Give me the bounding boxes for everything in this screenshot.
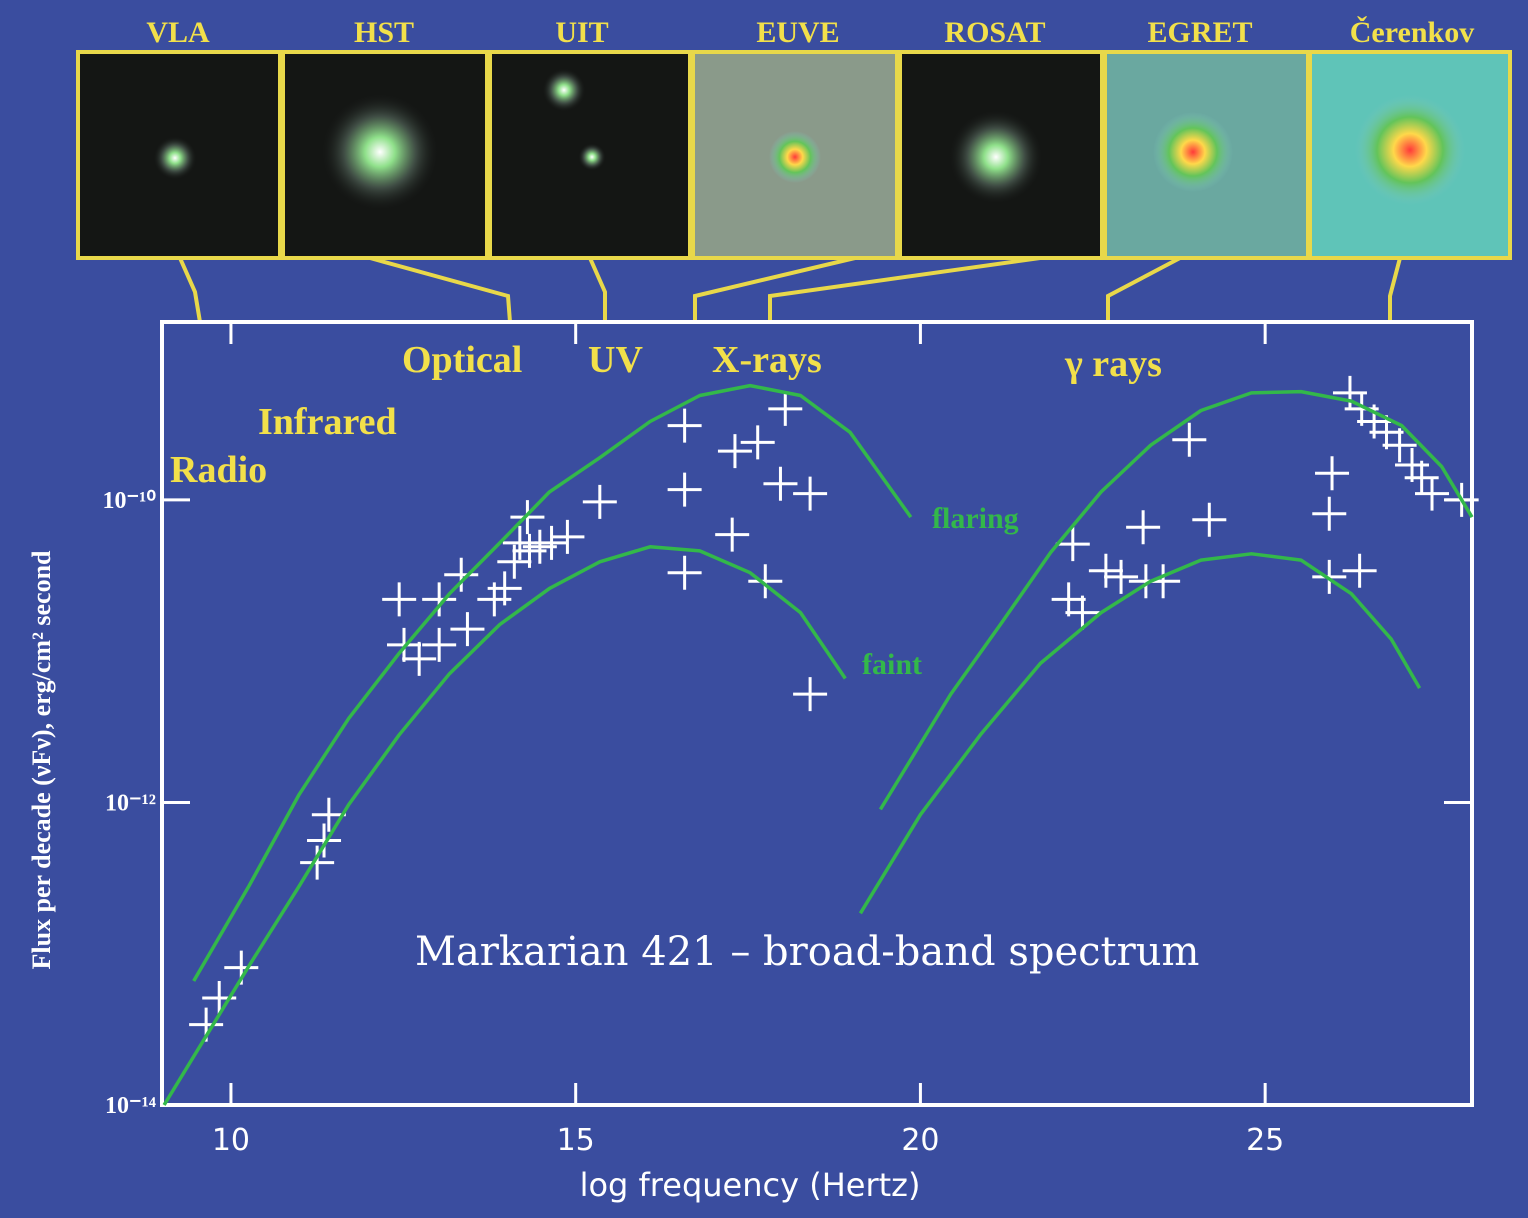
- data-point: [1192, 503, 1226, 537]
- thumb-source: [948, 109, 1044, 205]
- thumb-source: [153, 136, 197, 180]
- curve: [194, 386, 1472, 981]
- data-point: [763, 467, 797, 501]
- y-tick-label: 10⁻¹⁰: [103, 488, 157, 514]
- data-point: [1312, 497, 1346, 531]
- data-point: [422, 582, 456, 616]
- thumb-source: [542, 68, 586, 112]
- data-point: [402, 642, 436, 676]
- data-point: [1343, 554, 1377, 588]
- data-point: [1056, 527, 1090, 561]
- connectors: [180, 258, 1400, 322]
- connector: [1390, 258, 1400, 322]
- data-point: [793, 477, 827, 511]
- x-tick-label: 10: [212, 1123, 250, 1158]
- x-tick-label: 25: [1246, 1123, 1284, 1158]
- band-label: Infrared: [258, 401, 397, 443]
- chart-title: Markarian 421 – broad-band spectrum: [415, 929, 1199, 975]
- band-label: Optical: [402, 339, 522, 381]
- connector: [180, 258, 200, 322]
- instrument-label: Čerenkov: [1350, 16, 1474, 49]
- data-point: [768, 392, 802, 426]
- instrument-label: UIT: [555, 16, 608, 49]
- data-point: [550, 520, 584, 554]
- data-point: [1089, 554, 1123, 588]
- data-point: [450, 612, 484, 646]
- data-point: [668, 556, 702, 590]
- y-tick-label: 10⁻¹²: [105, 790, 156, 816]
- data-point: [382, 582, 416, 616]
- data-point: [444, 558, 478, 592]
- thumb-source: [578, 143, 606, 171]
- curve-label: flaring: [932, 502, 1019, 535]
- x-tick-label: 15: [557, 1123, 595, 1158]
- band-label: Radio: [170, 449, 267, 491]
- chart: Markarian 421 – broad-band spectrum log …: [0, 0, 1528, 1218]
- data-point: [741, 425, 775, 459]
- thumb-source: [1153, 112, 1233, 192]
- x-tick-label: 20: [901, 1123, 939, 1158]
- data-point: [422, 628, 456, 662]
- data-point: [583, 485, 617, 519]
- data-point: [1415, 477, 1449, 511]
- thumbnails: [78, 52, 1510, 258]
- instrument-label: EGRET: [1147, 16, 1252, 49]
- connector: [590, 258, 605, 322]
- instrument-label: EUVE: [756, 16, 839, 49]
- band-label: UV: [588, 339, 643, 381]
- thumb-source: [1355, 95, 1465, 205]
- y-axis-label: Flux per decade (νFν), erg/cm² second: [27, 550, 56, 970]
- y-tick-label: 10⁻¹⁴: [105, 1093, 156, 1119]
- band-label: γ rays: [1064, 343, 1162, 385]
- thumb-source: [320, 92, 440, 212]
- data-point: [715, 518, 749, 552]
- data-point: [718, 434, 752, 468]
- connector: [1108, 258, 1180, 322]
- data-point: [668, 409, 702, 443]
- data-point: [793, 677, 827, 711]
- data-point: [1126, 510, 1160, 544]
- data-point: [1104, 560, 1138, 594]
- connector: [695, 258, 855, 322]
- connector: [370, 258, 510, 322]
- x-axis-label: log frequency (Hertz): [580, 1166, 921, 1204]
- thumb-source: [769, 131, 821, 183]
- curve-label: faint: [862, 648, 922, 681]
- instrument-label: VLA: [146, 16, 210, 49]
- band-label: X-rays: [712, 339, 822, 381]
- instrument-label: ROSAT: [944, 16, 1045, 49]
- data-point: [668, 473, 702, 507]
- data-point: [1315, 456, 1349, 490]
- instrument-label: HST: [354, 16, 414, 49]
- curve: [164, 547, 1420, 1105]
- data-point: [503, 526, 537, 560]
